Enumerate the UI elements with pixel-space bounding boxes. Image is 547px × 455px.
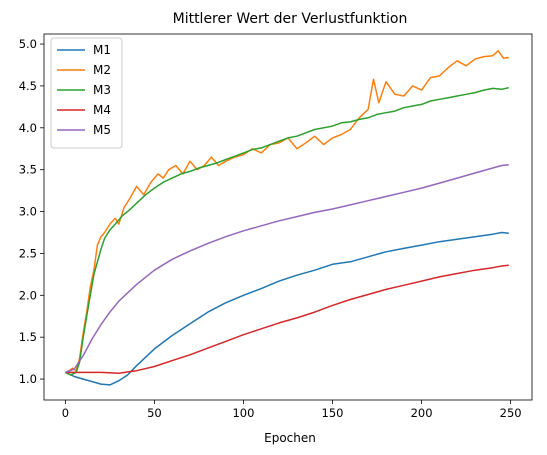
x-tick-label: 250	[500, 406, 522, 420]
x-axis-label: Epochen	[264, 431, 316, 445]
y-tick-label: 4.0	[19, 121, 37, 135]
y-tick-label: 2.5	[19, 246, 37, 260]
legend-label-m5: M5	[93, 123, 111, 137]
legend-label-m2: M2	[93, 63, 111, 77]
legend-label-m4: M4	[93, 103, 111, 117]
y-tick-label: 3.0	[19, 205, 37, 219]
y-tick-label: 1.0	[19, 372, 37, 386]
y-tick-label: 1.5	[19, 330, 37, 344]
y-tick-label: 4.5	[19, 79, 37, 93]
legend-box	[51, 38, 122, 148]
legend: M1 M2 M3 M4 M5	[51, 38, 122, 148]
x-tick-label: 100	[232, 406, 254, 420]
x-tick-label: 50	[147, 406, 162, 420]
y-tick-label: 5.0	[19, 37, 37, 51]
legend-label-m1: M1	[93, 43, 111, 57]
x-tick-label: 0	[62, 406, 69, 420]
legend-label-m3: M3	[93, 83, 111, 97]
chart-title: Mittlerer Wert der Verlustfunktion	[173, 11, 408, 27]
x-tick-label: 200	[411, 406, 433, 420]
y-tick-label: 3.5	[19, 163, 37, 177]
x-tick-label: 150	[322, 406, 344, 420]
y-tick-label: 2.0	[19, 288, 37, 302]
